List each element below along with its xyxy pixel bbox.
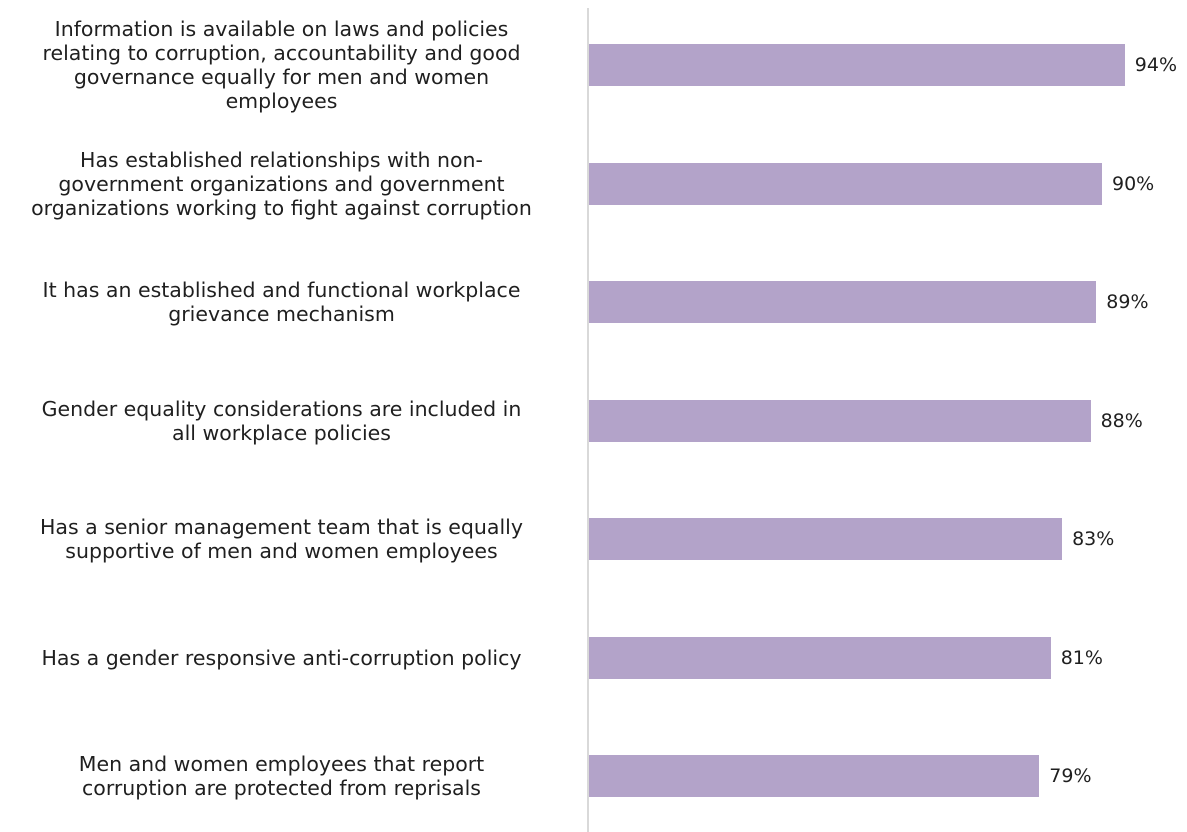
category-label-line: grievance mechanism — [168, 302, 395, 326]
category-label-line: relating to corruption, accountability a… — [42, 41, 521, 65]
category-label: Gender equality considerations are inclu… — [0, 397, 563, 445]
category-label: Information is available on laws and pol… — [0, 17, 563, 113]
value-label: 79% — [1049, 765, 1092, 787]
category-label-line: supportive of men and women employees — [65, 539, 498, 563]
category-label: It has an established and functional wor… — [0, 278, 563, 326]
category-label: Has a gender responsive anti-corruption … — [0, 646, 563, 670]
bar — [589, 637, 1051, 679]
category-label-line: all workplace policies — [172, 421, 391, 445]
category-label-line: Men and women employees that report — [78, 752, 485, 776]
category-label: Men and women employees that report corru… — [0, 752, 563, 800]
category-label: Has established relationships with non-g… — [0, 148, 563, 220]
bar — [589, 163, 1102, 205]
category-axis-line — [587, 8, 589, 832]
category-label-line: Information is available on laws and pol… — [54, 17, 509, 41]
value-label: 90% — [1112, 173, 1155, 195]
value-label: 89% — [1106, 291, 1149, 313]
category-label-line: organizations working to fight against c… — [31, 196, 532, 220]
bar — [589, 518, 1063, 560]
value-label: 83% — [1072, 528, 1115, 550]
category-label-line: Gender equality considerations are inclu… — [41, 397, 522, 421]
category-label-line: Has a gender responsive anti-corruption … — [41, 646, 522, 670]
bar — [589, 400, 1091, 442]
category-label-line: It has an established and functional wor… — [42, 278, 521, 302]
category-label: Has a senior management team that is equ… — [0, 515, 563, 563]
value-label: 94% — [1134, 54, 1178, 76]
category-label-line: corruption are protected from reprisals — [82, 776, 481, 800]
category-label-line: Has a senior management team that is equ… — [39, 515, 523, 539]
value-label: 81% — [1060, 647, 1103, 669]
value-label: 88% — [1100, 410, 1143, 432]
category-label-line: government organizations and government — [58, 172, 505, 196]
category-label-line: governance equally for men and women — [73, 65, 490, 89]
category-label-line: Has established relationships with non- — [80, 148, 483, 172]
bar — [589, 281, 1097, 323]
category-label-line: employees — [225, 89, 338, 113]
bar — [589, 755, 1040, 797]
bar — [589, 44, 1125, 86]
